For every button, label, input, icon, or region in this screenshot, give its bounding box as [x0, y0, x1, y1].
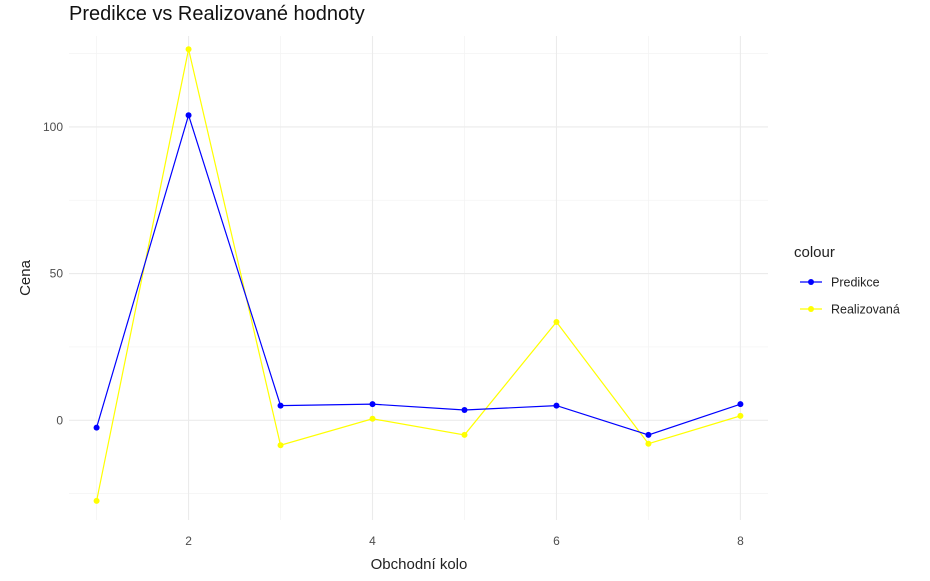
x-axis-tick-labels: 2 4 6 8 — [185, 534, 744, 548]
x-tick-label: 6 — [553, 534, 560, 548]
data-point — [93, 497, 100, 504]
x-tick-label: 8 — [737, 534, 744, 548]
data-point — [369, 415, 376, 422]
chart-title: Predikce vs Realizované hodnoty — [69, 3, 365, 25]
legend-label: Predikce — [831, 276, 880, 290]
x-tick-label: 2 — [185, 534, 192, 548]
legend: colour Predikce Realizovaná — [794, 244, 900, 317]
data-point — [737, 412, 744, 419]
y-tick-label: 50 — [50, 267, 64, 281]
x-tick-label: 4 — [369, 534, 376, 548]
data-point — [645, 440, 652, 447]
data-point — [461, 407, 468, 413]
data-point — [277, 402, 284, 409]
legend-item: Realizovaná — [800, 303, 900, 317]
data-point — [369, 401, 376, 408]
data-point — [185, 112, 192, 119]
y-tick-label: 0 — [56, 413, 63, 427]
y-tick-label: 100 — [43, 120, 63, 134]
grid — [69, 36, 768, 520]
legend-key-point — [808, 306, 814, 312]
series-line — [96, 49, 741, 502]
data-point — [277, 442, 284, 449]
data-point — [553, 319, 560, 325]
legend-key-point — [808, 279, 814, 285]
data-point — [461, 431, 468, 438]
series-line — [96, 113, 741, 436]
data-point — [737, 401, 744, 408]
y-axis-tick-labels: 0 50 100 — [43, 120, 63, 427]
y-axis-title: Cena — [17, 259, 34, 296]
data-point — [645, 431, 652, 438]
legend-title: colour — [794, 244, 835, 261]
legend-items: Predikce Realizovaná — [800, 276, 900, 317]
series-predikce — [93, 112, 744, 438]
legend-item: Predikce — [800, 276, 880, 290]
x-axis-title: Obchodní kolo — [371, 556, 468, 573]
series-realizovana — [93, 46, 744, 504]
legend-label: Realizovaná — [831, 303, 900, 317]
data-point — [553, 402, 560, 409]
data-point — [93, 424, 100, 431]
data-point — [185, 46, 192, 53]
series-layer — [93, 46, 744, 504]
